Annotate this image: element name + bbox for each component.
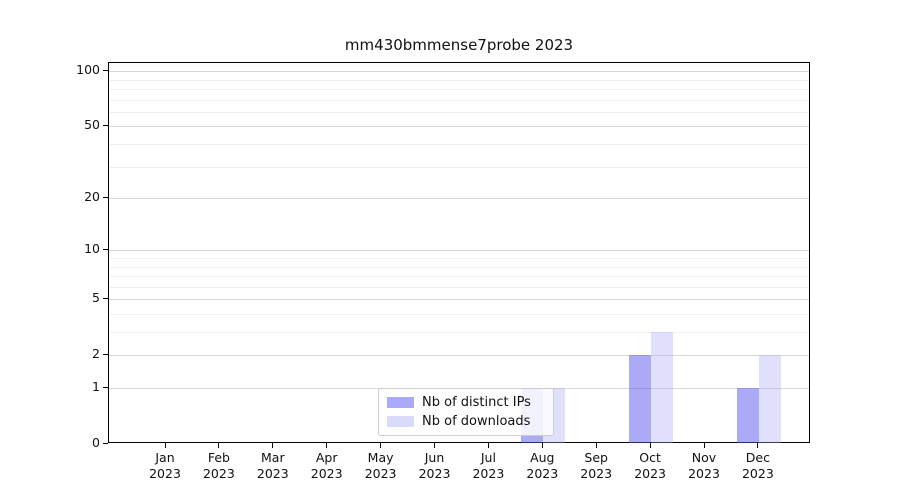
y-tick-mark: [103, 248, 108, 250]
y-tick-mark: [103, 196, 108, 198]
gridline-minor: [109, 266, 809, 268]
gridline-minor: [109, 313, 809, 315]
x-tick-mark: [272, 443, 274, 448]
x-tick-mark: [757, 443, 759, 448]
legend: Nb of distinct IPs Nb of downloads: [378, 388, 554, 436]
x-tick-label: Oct 2023: [634, 450, 666, 481]
legend-label-downloads: Nb of downloads: [422, 414, 531, 429]
x-tick-label: May 2023: [364, 450, 397, 481]
y-tick-label: 100: [76, 62, 100, 78]
legend-swatch-distinct-ips: [387, 397, 414, 408]
gridline-minor: [109, 332, 809, 334]
y-tick-label: 5: [92, 290, 100, 306]
x-tick-mark: [541, 443, 543, 448]
x-tick-mark: [380, 443, 382, 448]
x-tick-label: Feb 2023: [202, 450, 235, 481]
x-tick-label: Jul 2023: [472, 450, 505, 481]
x-tick-mark: [326, 443, 328, 448]
x-tick-label: Jun 2023: [418, 450, 451, 481]
y-tick-mark: [103, 124, 108, 126]
bar-distinct-ips: [629, 355, 652, 443]
bar-downloads: [758, 355, 781, 443]
legend-row-distinct-ips: Nb of distinct IPs: [387, 395, 545, 410]
bar-downloads: [651, 332, 674, 443]
gridline-major: [109, 299, 809, 301]
y-tick-label: 1: [92, 379, 100, 394]
x-tick-label: Aug 2023: [526, 450, 559, 481]
y-tick-mark: [103, 297, 108, 299]
chart-title: mm430bmmense7probe 2023: [344, 36, 574, 54]
x-tick-label: Sep 2023: [580, 450, 613, 481]
gridline-minor: [109, 79, 809, 81]
gridline-minor: [109, 276, 809, 278]
x-tick-mark: [487, 443, 489, 448]
x-tick-mark: [434, 443, 435, 448]
gridline-major: [109, 71, 809, 73]
y-tick-label: 20: [84, 189, 100, 205]
x-tick-mark: [703, 443, 705, 448]
y-tick-label: 50: [84, 117, 100, 133]
y-tick-mark: [103, 353, 108, 355]
plot-area: [108, 62, 810, 443]
gridline-major: [109, 198, 809, 200]
x-tick-mark: [218, 443, 220, 448]
y-tick-label: 2: [92, 346, 100, 362]
y-tick-label: 10: [84, 241, 100, 257]
gridline-major: [109, 355, 809, 357]
gridline-minor: [109, 258, 809, 259]
gridline-major: [109, 250, 809, 252]
x-tick-label: Jan 2023: [149, 450, 181, 481]
y-tick-mark: [103, 386, 108, 388]
gridline-major: [109, 126, 809, 128]
gridline-minor: [109, 89, 809, 91]
gridline-minor: [109, 99, 809, 101]
legend-swatch-downloads: [387, 416, 414, 427]
y-tick-mark: [103, 442, 108, 444]
x-tick-label: Nov 2023: [688, 450, 720, 481]
x-tick-label: Apr 2023: [310, 450, 343, 481]
bar-distinct-ips: [736, 388, 759, 443]
legend-row-downloads: Nb of downloads: [387, 414, 545, 429]
y-tick-label: 0: [92, 435, 100, 450]
x-tick-mark: [164, 443, 166, 448]
x-tick-label: Mar 2023: [256, 450, 289, 481]
x-tick-label: Dec 2023: [741, 450, 774, 481]
gridline-minor: [109, 144, 809, 146]
x-tick-mark: [649, 443, 651, 448]
gridline-minor: [109, 166, 809, 168]
gridline-minor: [109, 286, 809, 288]
y-tick-mark: [103, 69, 108, 71]
legend-label-distinct-ips: Nb of distinct IPs: [422, 395, 531, 410]
x-tick-mark: [595, 443, 597, 448]
gridline-minor: [109, 111, 809, 113]
